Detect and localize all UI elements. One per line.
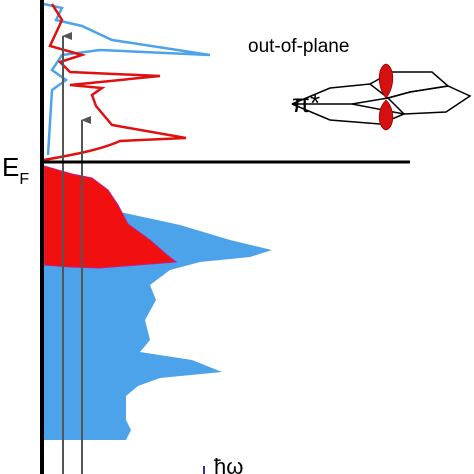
orbital-lobes	[378, 63, 394, 131]
fermi-label: EF	[2, 152, 29, 188]
occupied-dos-red	[43, 165, 178, 269]
orbital-label: π*	[292, 88, 320, 118]
unoccupied-dos-red	[43, 3, 187, 162]
photon-label: ħω	[214, 454, 243, 474]
label-part: E	[2, 152, 19, 182]
label-part: F	[19, 171, 29, 188]
orbital-type-label: out-of-plane	[248, 36, 349, 57]
